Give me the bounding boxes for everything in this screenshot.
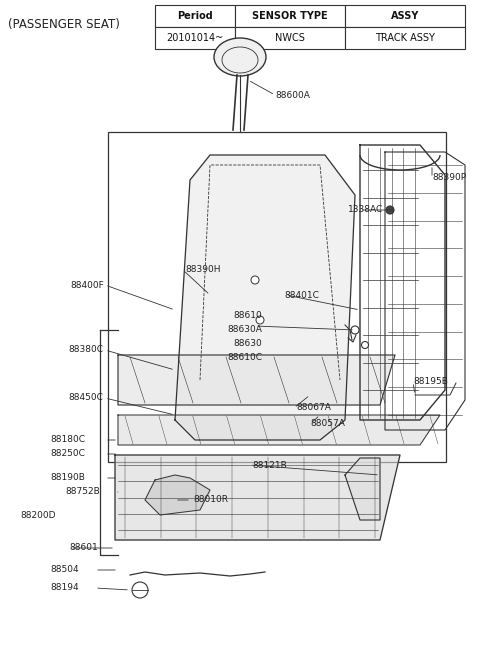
Circle shape	[251, 276, 259, 284]
Text: Period: Period	[177, 11, 213, 21]
Bar	[155, 27, 235, 49]
Text: 88600A: 88600A	[275, 90, 310, 99]
Circle shape	[361, 341, 369, 349]
Text: 88250C: 88250C	[50, 449, 85, 458]
Polygon shape	[118, 415, 440, 445]
Bar	[108, 132, 446, 462]
Text: 88610: 88610	[233, 311, 262, 320]
Bar	[235, 5, 345, 27]
Text: 88390P: 88390P	[432, 173, 466, 182]
Circle shape	[132, 582, 148, 598]
Text: SENSOR TYPE: SENSOR TYPE	[252, 11, 328, 21]
Ellipse shape	[214, 38, 266, 76]
Text: 88180C: 88180C	[50, 436, 85, 445]
Text: 88200D: 88200D	[20, 511, 56, 519]
Polygon shape	[145, 475, 210, 515]
Text: (PASSENGER SEAT): (PASSENGER SEAT)	[8, 18, 120, 31]
Text: 88400F: 88400F	[70, 281, 104, 290]
Bar	[345, 5, 465, 27]
Text: ASSY: ASSY	[391, 11, 419, 21]
Text: 1338AC: 1338AC	[348, 205, 383, 215]
Text: 20101014~: 20101014~	[167, 33, 224, 43]
Polygon shape	[115, 455, 400, 540]
Circle shape	[256, 316, 264, 324]
Circle shape	[351, 326, 359, 334]
Polygon shape	[118, 355, 395, 405]
Polygon shape	[175, 155, 355, 440]
Bar	[155, 5, 235, 27]
Circle shape	[386, 206, 394, 214]
Text: NWCS: NWCS	[275, 33, 305, 43]
Text: 88601: 88601	[69, 543, 98, 553]
Text: 88195B: 88195B	[413, 377, 448, 387]
Text: 88504: 88504	[50, 566, 79, 574]
Text: TRACK ASSY: TRACK ASSY	[375, 33, 435, 43]
Text: 88067A: 88067A	[296, 404, 331, 413]
Text: 88010R: 88010R	[193, 496, 228, 504]
Bar	[345, 27, 465, 49]
Bar	[235, 27, 345, 49]
Text: 88630: 88630	[233, 339, 262, 349]
Text: 88057A: 88057A	[310, 419, 345, 428]
Text: 88610C: 88610C	[227, 354, 262, 362]
Text: 88450C: 88450C	[68, 394, 103, 402]
Polygon shape	[345, 458, 380, 520]
Text: 88194: 88194	[50, 583, 79, 593]
Text: 88630A: 88630A	[227, 326, 262, 334]
Text: 88752B: 88752B	[65, 487, 100, 496]
Text: 88121B: 88121B	[252, 460, 287, 470]
Text: 88190B: 88190B	[50, 473, 85, 483]
Text: 88401C: 88401C	[284, 290, 319, 300]
Text: 88380C: 88380C	[68, 345, 103, 354]
Text: 88390H: 88390H	[185, 266, 220, 275]
